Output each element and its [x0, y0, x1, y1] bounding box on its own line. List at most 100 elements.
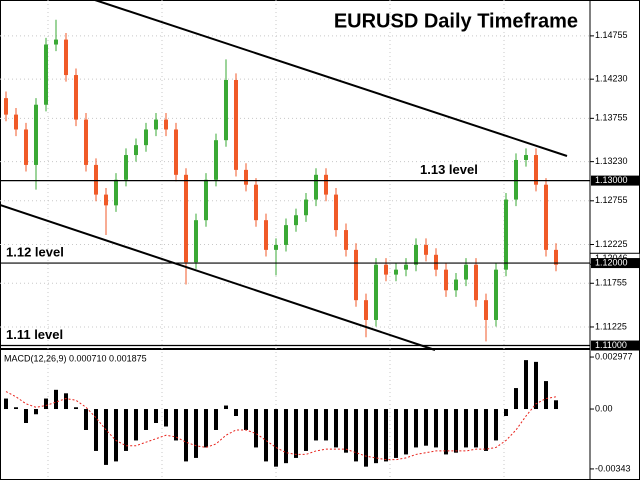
macd-bar — [154, 409, 158, 423]
candle-body — [184, 174, 188, 263]
candle-body — [254, 184, 258, 221]
candle-body — [554, 249, 558, 265]
macd-bar — [204, 409, 208, 448]
y-tick-label: 1.13755 — [595, 113, 628, 123]
macd-bar — [444, 409, 448, 455]
y-tick-label: 1.11225 — [595, 321, 627, 331]
candle-body — [174, 129, 178, 175]
macd-bar — [34, 409, 38, 415]
macd-bar — [104, 409, 108, 465]
macd-bar — [214, 409, 218, 430]
macd-bar — [234, 409, 238, 417]
macd-bar — [144, 409, 148, 430]
macd-bar — [334, 409, 338, 448]
y-tick-label: 1.13230 — [595, 156, 628, 166]
upper-trend-line — [94, 0, 568, 157]
level-price-label: 1.11000 — [595, 340, 627, 350]
candle-body — [274, 244, 278, 250]
macd-bar — [554, 400, 558, 410]
y-tick-label: 0.00 — [595, 403, 613, 413]
candle-body — [384, 264, 388, 275]
macd-bar — [4, 398, 8, 410]
macd-bar — [264, 409, 268, 462]
y-tick-label: 1.14755 — [595, 30, 628, 40]
macd-bar — [124, 409, 128, 451]
macd-bar — [424, 409, 428, 446]
candle-body — [54, 39, 58, 45]
y-tick-label: -0.00343 — [595, 463, 631, 473]
level-box — [591, 258, 640, 269]
candle-body — [4, 98, 8, 115]
macd-title: MACD(12,26,9) 0.000710 0.001875 — [4, 353, 147, 363]
candle-body — [354, 249, 358, 301]
level-price-label: 1.12000 — [595, 257, 628, 267]
candle-body — [304, 199, 308, 216]
candle-body — [14, 114, 18, 130]
candle-body — [214, 140, 218, 180]
candle-body — [464, 264, 468, 280]
candle-body — [24, 129, 28, 165]
price-pane — [0, 19, 594, 347]
candle-body — [394, 269, 398, 275]
candle-body — [74, 75, 78, 120]
macd-bar — [274, 409, 278, 467]
level-box — [591, 175, 640, 186]
macd-bar — [134, 409, 138, 441]
macd-bar — [514, 388, 518, 410]
macd-pane — [4, 356, 594, 470]
candle-body — [64, 39, 68, 76]
macd-bar — [354, 409, 358, 462]
macd-bar — [64, 393, 68, 410]
candle-body — [484, 300, 488, 320]
macd-bar — [194, 409, 198, 458]
macd-bar — [344, 409, 348, 453]
candle-body — [514, 159, 518, 200]
candle-body — [124, 155, 128, 180]
candle-body — [494, 269, 498, 320]
signal-line — [5, 391, 557, 461]
macd-bar — [294, 409, 298, 458]
lower-trend-line — [0, 204, 436, 351]
macd-bar — [534, 361, 538, 410]
macd-bar — [184, 409, 188, 462]
candle-body — [294, 215, 298, 226]
macd-bar — [364, 409, 368, 467]
candle-body — [94, 164, 98, 195]
macd-bar — [84, 409, 88, 430]
candle-body — [244, 169, 248, 185]
candle-body — [404, 264, 408, 270]
macd-bar — [464, 409, 468, 448]
macd-bar — [74, 407, 78, 410]
macd-bar — [284, 409, 288, 464]
level-box — [591, 340, 640, 351]
candle-body — [534, 155, 538, 185]
candle-body — [324, 174, 328, 195]
candle-body — [114, 179, 118, 206]
macd-bar — [394, 409, 398, 458]
macd-bar — [374, 409, 378, 464]
candle-body — [364, 300, 368, 320]
macd-bar — [14, 407, 18, 410]
candle-body — [344, 230, 348, 250]
candle-body — [34, 104, 38, 165]
macd-bar — [324, 409, 328, 441]
candle-body — [104, 194, 108, 206]
y-tick-label: 1.12225 — [595, 239, 628, 249]
macd-bar — [224, 405, 228, 410]
candle-body — [84, 119, 88, 165]
y-tick-label: 1.12755 — [595, 195, 628, 205]
macd-bar — [484, 409, 488, 451]
macd-bar — [44, 398, 48, 410]
level-price-label: 1.13000 — [595, 175, 628, 185]
candle-body — [414, 244, 418, 265]
candle-body — [524, 155, 528, 160]
candle-body — [44, 44, 48, 105]
macd-bar — [404, 409, 408, 455]
candle-body — [544, 184, 548, 250]
macd-bar — [544, 381, 548, 410]
candle-body — [424, 244, 428, 255]
macd-bar — [454, 409, 458, 453]
candle-body — [374, 264, 378, 320]
